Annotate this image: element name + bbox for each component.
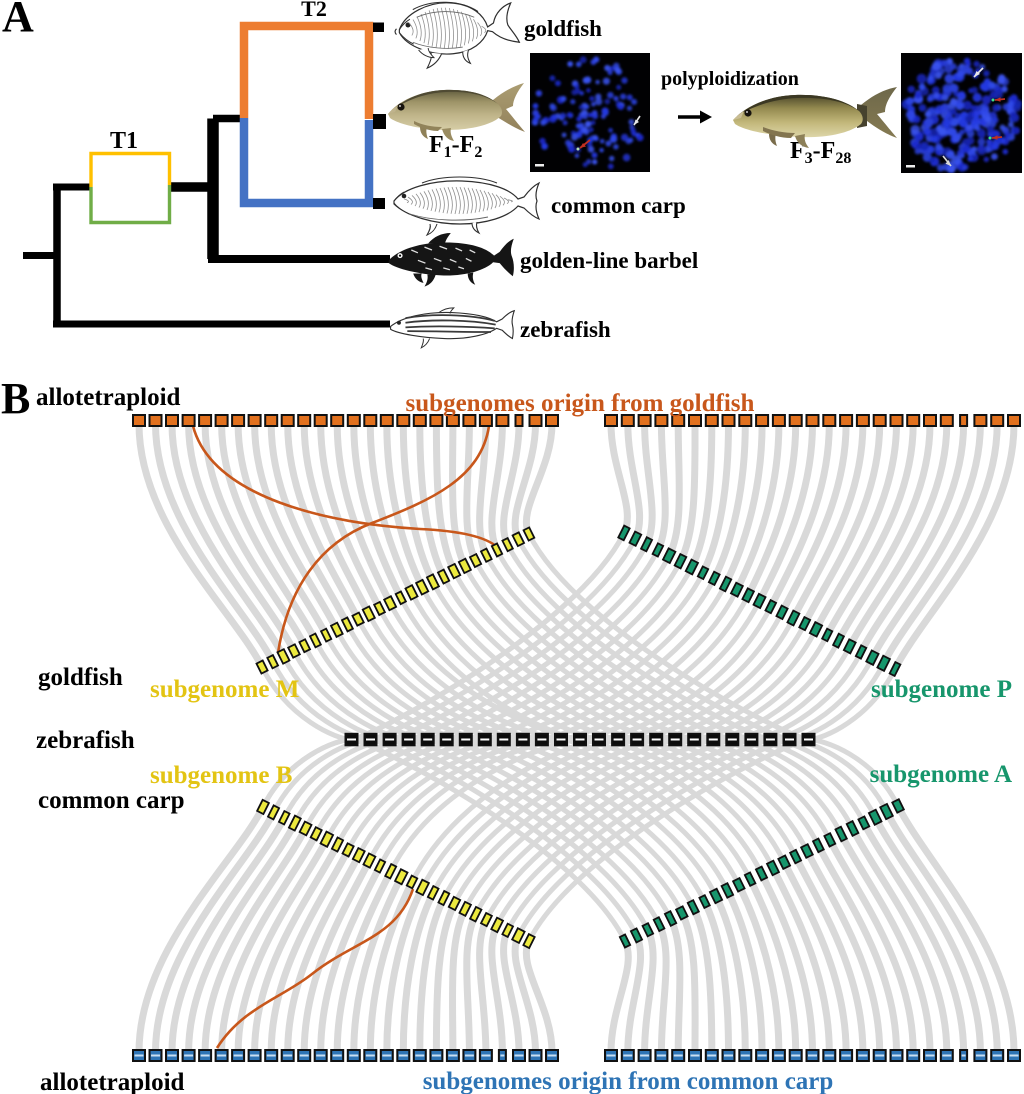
- svg-text:goldfish: goldfish: [524, 16, 602, 41]
- svg-text:common carp: common carp: [38, 787, 185, 814]
- svg-text:A: A: [2, 0, 34, 41]
- svg-text:common carp: common carp: [551, 193, 686, 218]
- svg-text:golden-line barbel: golden-line barbel: [520, 248, 698, 273]
- svg-text:zebrafish: zebrafish: [36, 727, 135, 754]
- svg-text:allotetraploid: allotetraploid: [36, 384, 181, 411]
- svg-text:subgenome M: subgenome M: [150, 676, 299, 703]
- svg-text:subgenome B: subgenome B: [150, 762, 292, 789]
- svg-text:allotetraploid: allotetraploid: [40, 1069, 185, 1094]
- svg-text:polyploidization: polyploidization: [661, 68, 799, 90]
- svg-text:B: B: [1, 374, 30, 423]
- svg-text:F1-F2: F1-F2: [429, 132, 482, 161]
- svg-text:goldfish: goldfish: [38, 664, 123, 691]
- svg-text:subgenomes origin from goldfis: subgenomes origin from goldfish: [406, 390, 755, 417]
- svg-text:subgenomes origin from common: subgenomes origin from common carp: [423, 1068, 834, 1094]
- svg-text:T1: T1: [110, 128, 138, 154]
- svg-text:subgenome P: subgenome P: [871, 676, 1012, 703]
- svg-text:subgenome A: subgenome A: [870, 761, 1012, 788]
- svg-text:T2: T2: [301, 0, 327, 21]
- svg-text:zebrafish: zebrafish: [520, 317, 611, 342]
